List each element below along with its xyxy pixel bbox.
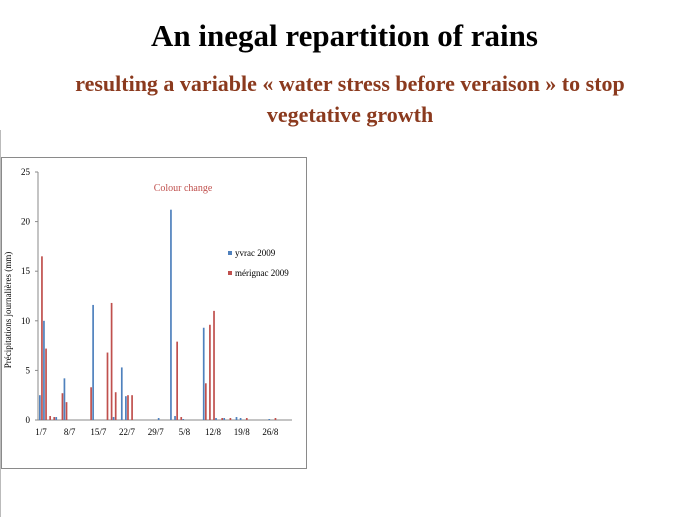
- bar-merignac: [221, 418, 224, 420]
- bar-merignac: [110, 302, 113, 420]
- bar-yvrac: [43, 320, 45, 420]
- y-tick-label: 25: [21, 167, 31, 177]
- y-axis-label: Précipitations journalières (mm): [3, 252, 13, 368]
- bar-merignac: [65, 402, 68, 420]
- bar-yvrac: [239, 418, 242, 420]
- bar-merignac: [204, 383, 207, 420]
- bar-merignac: [61, 393, 64, 420]
- bar-yvrac: [202, 327, 205, 420]
- x-tick-label: 12/8: [205, 427, 222, 437]
- bar-yvrac: [174, 416, 176, 420]
- bar-yvrac: [125, 396, 127, 420]
- bar-merignac: [53, 417, 56, 420]
- subtitle-line-1: resulting a variable « water stress befo…: [75, 71, 625, 96]
- bar-yvrac: [182, 419, 185, 420]
- bar-merignac: [213, 310, 215, 420]
- y-tick-label: 0: [26, 415, 31, 425]
- bar-merignac: [106, 352, 109, 420]
- bar-merignac: [49, 416, 51, 420]
- bar-merignac: [127, 395, 129, 420]
- bar-merignac: [245, 418, 248, 420]
- bar-yvrac: [55, 417, 58, 420]
- bar-merignac: [131, 395, 133, 420]
- legend-swatch-merignac: [228, 271, 232, 275]
- x-tick-label: 8/7: [64, 427, 76, 437]
- x-tick-label: 19/8: [234, 427, 251, 437]
- chart-bars: [39, 209, 277, 420]
- bar-merignac: [114, 392, 117, 420]
- bar-yvrac: [39, 395, 41, 420]
- y-tick-label: 20: [21, 217, 31, 227]
- colour-change-annotation: Colour change: [154, 183, 213, 194]
- bar-yvrac: [120, 367, 123, 420]
- legend-swatch-yvrac: [228, 251, 232, 255]
- bar-merignac: [274, 418, 277, 420]
- bar-merignac: [176, 341, 178, 420]
- x-tick-label: 29/7: [148, 427, 165, 437]
- y-tick-label: 5: [26, 365, 31, 375]
- slide-title: An inegal repartition of rains: [151, 18, 538, 53]
- x-tick-label: 15/7: [90, 427, 107, 437]
- x-tick-label: 26/8: [262, 427, 279, 437]
- legend-label-merignac: mérignac 2009: [235, 268, 289, 278]
- bar-yvrac: [170, 209, 172, 420]
- chart-frame: 0 5 10 15 20 25 1/7 8/7 15/7 22/7 29/7 5/8 12/8 19/8 2…: [1, 157, 307, 469]
- bar-yvrac: [157, 418, 160, 420]
- chart-axes: [35, 171, 292, 421]
- bar-merignac: [180, 417, 183, 420]
- bar-yvrac: [63, 378, 66, 420]
- slide-left-edge: [0, 130, 1, 517]
- legend-label-yvrac: yvrac 2009: [235, 248, 276, 258]
- slide-subtitle: resulting a variable « water stress befo…: [20, 68, 680, 130]
- bar-yvrac: [268, 419, 271, 420]
- bar-merignac: [209, 324, 211, 420]
- chart-labels: 0 5 10 15 20 25 1/7 8/7 15/7 22/7 29/7 5/8 12/8 19/8 2…: [21, 167, 279, 437]
- bar-yvrac: [223, 418, 226, 420]
- bar-yvrac: [92, 304, 94, 420]
- y-tick-label: 15: [21, 266, 31, 276]
- x-tick-label: 5/8: [179, 427, 191, 437]
- bar-yvrac: [112, 417, 115, 420]
- bar-merignac: [90, 387, 92, 420]
- subtitle-line-2: vegetative growth: [266, 102, 434, 127]
- x-tick-label: 22/7: [119, 427, 136, 437]
- bar-merignac: [229, 418, 232, 420]
- bar-merignac: [41, 256, 43, 420]
- x-tick-label: 1/7: [35, 427, 47, 437]
- bar-yvrac: [215, 418, 217, 420]
- bar-merignac: [45, 348, 47, 420]
- chart-legend: yvrac 2009 mérignac 2009: [228, 248, 289, 278]
- bar-yvrac: [235, 417, 238, 420]
- precipitation-chart: 0 5 10 15 20 25 1/7 8/7 15/7 22/7 29/7 5/8 12/8 19/8 2…: [3, 167, 292, 437]
- y-tick-label: 10: [21, 316, 31, 326]
